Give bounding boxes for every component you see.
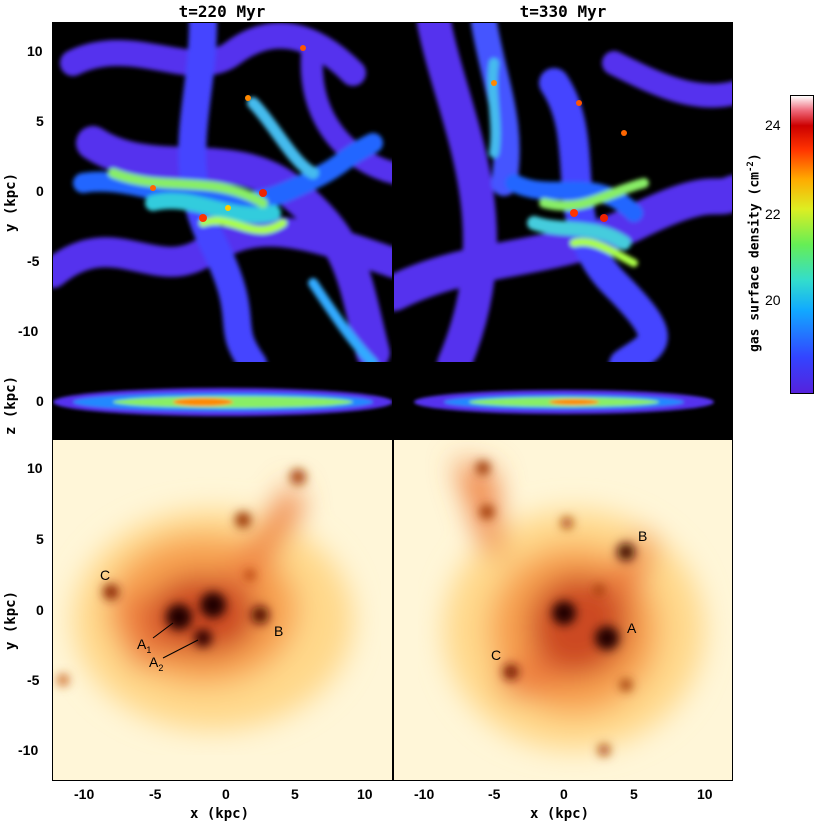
gas-faceon-right-panel: [393, 22, 733, 363]
top-y-axis-label: y (kpc): [3, 172, 19, 232]
x-tick-left-0: 0: [222, 786, 230, 802]
middle-z-axis-label: z (kpc): [3, 375, 19, 435]
colorbar-tick-22: 22: [765, 206, 781, 222]
bottom-y-axis-label: y (kpc): [3, 590, 19, 650]
annotation-C-left: C: [100, 567, 111, 583]
gas-edgeon-right-panel: [393, 363, 733, 439]
x-tick-right-0: 0: [560, 786, 568, 802]
y-tick-top-10: 10: [27, 43, 43, 59]
colorbar: [790, 95, 814, 394]
colorbar-label: gas surface density (cm-2): [746, 153, 763, 352]
x-tick-left-5: 5: [291, 786, 299, 802]
stellar-density-left-panel: C A1 A2 B: [52, 439, 393, 781]
annotation-C-right: C: [491, 647, 502, 663]
y-tick-bottom-10: 10: [27, 460, 43, 476]
y-tick-bottom-neg5: -5: [27, 672, 40, 688]
right-column-title: t=330 Myr: [519, 2, 607, 21]
x-tick-right-5: 5: [630, 786, 638, 802]
y-tick-bottom-5: 5: [36, 531, 44, 547]
y-tick-bottom-0: 0: [36, 602, 44, 618]
colorbar-tick-24: 24: [765, 117, 781, 133]
x-tick-right-neg10: -10: [414, 786, 435, 802]
annotation-A2: A2: [149, 654, 164, 673]
stellar-density-right-panel: B A C: [393, 439, 733, 781]
annotation-A-right: A: [627, 620, 637, 636]
y-tick-top-neg10: -10: [18, 323, 39, 339]
annotation-B-left: B: [274, 623, 284, 639]
x-tick-left-neg5: -5: [149, 786, 162, 802]
y-tick-top-5: 5: [36, 113, 44, 129]
x-tick-right-neg5: -5: [488, 786, 501, 802]
left-column-title: t=220 Myr: [178, 2, 266, 21]
y-tick-top-neg5: -5: [27, 253, 40, 269]
left-x-axis-label: x (kpc): [190, 806, 250, 822]
colorbar-tick-20: 20: [765, 292, 781, 308]
gas-edgeon-left-panel: [52, 363, 393, 439]
right-x-axis-label: x (kpc): [530, 806, 590, 822]
annotation-A1: A1: [137, 636, 152, 655]
x-tick-left-neg10: -10: [74, 786, 95, 802]
x-tick-left-10: 10: [357, 786, 373, 802]
gas-faceon-left-panel: [52, 22, 393, 363]
z-tick-0: 0: [36, 393, 44, 409]
x-tick-right-10: 10: [697, 786, 713, 802]
y-tick-bottom-neg10: -10: [18, 742, 39, 758]
y-tick-top-0: 0: [36, 183, 44, 199]
annotation-B-right: B: [638, 528, 648, 544]
